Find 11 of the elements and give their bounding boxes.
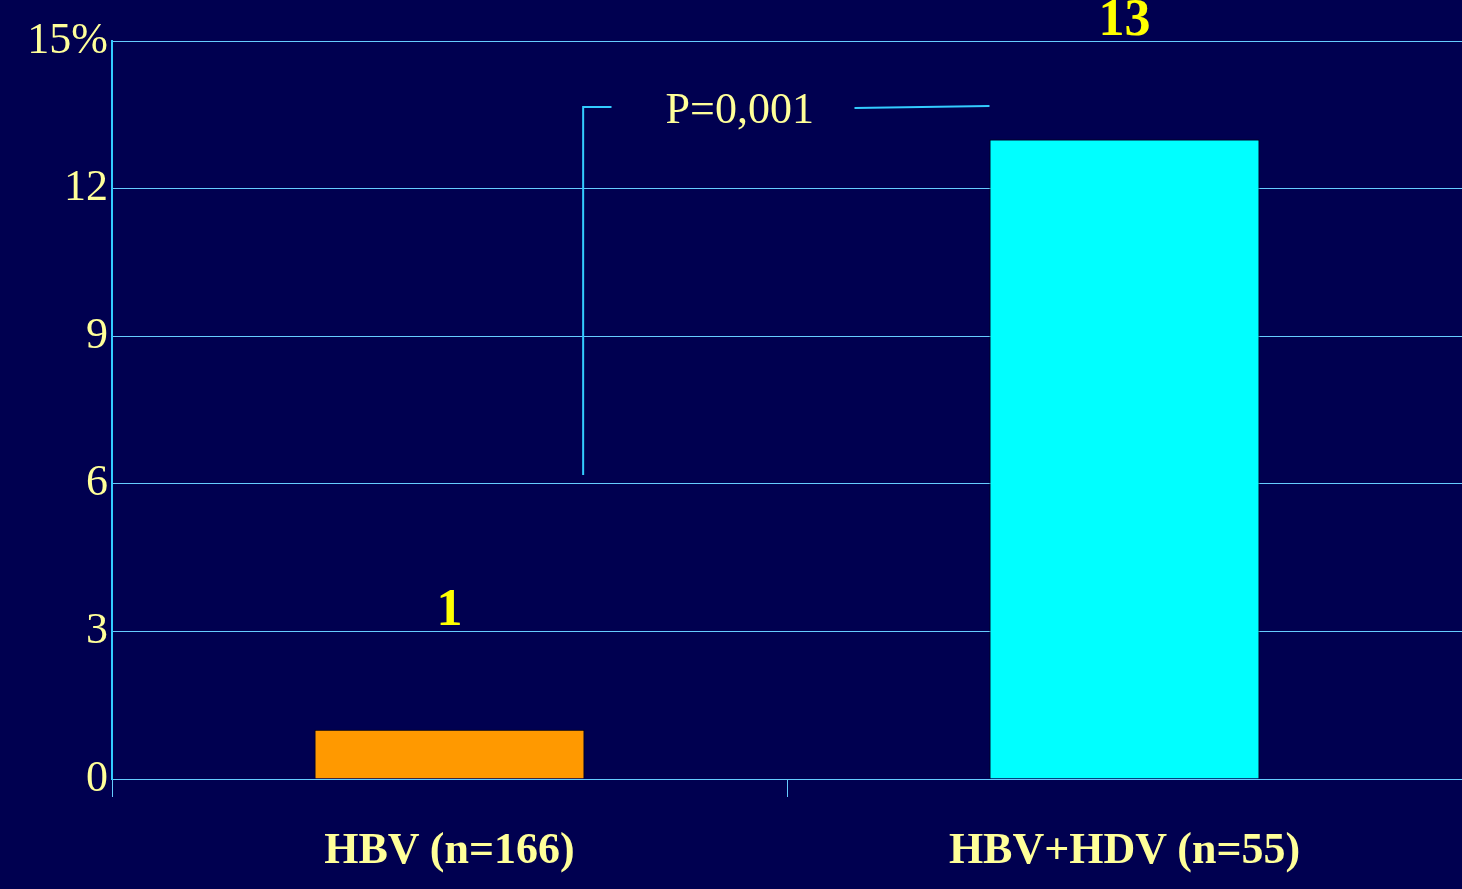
y-tick-label: 9 — [86, 308, 108, 358]
data-label: 13 — [1098, 0, 1151, 46]
y-tick-label: 6 — [86, 456, 108, 506]
x-tick-label: HBV+HDV (n=55) — [948, 823, 1301, 873]
y-tick-label: 3 — [86, 603, 108, 653]
y-tick-label: 15% — [27, 13, 108, 63]
y-tick-label: 0 — [86, 751, 108, 801]
x-tick-label: HBV (n=166) — [324, 823, 575, 873]
data-label: 1 — [436, 579, 463, 637]
annotation: P=0,001 — [665, 83, 814, 133]
y-tick-label: 12 — [64, 161, 108, 211]
